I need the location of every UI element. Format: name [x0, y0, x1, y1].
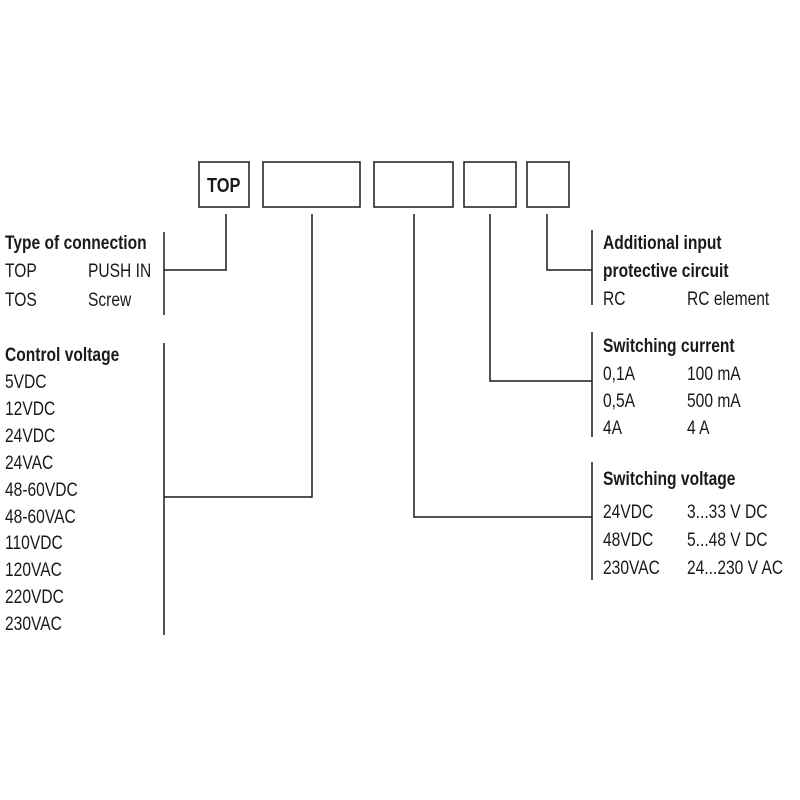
control-voltage-option: 120VAC [5, 560, 62, 582]
option-code: TOP [5, 261, 37, 282]
control-voltage-option: 5VDC [5, 372, 47, 393]
code-box-switching-voltage [373, 161, 454, 208]
connector-switching-voltage [413, 214, 592, 518]
code-box-switching-current [463, 161, 517, 208]
option-code: 24VDC [603, 502, 654, 523]
control-voltage-option: 24VDC [5, 425, 56, 447]
option-code: 0,5A [603, 391, 636, 412]
option-description: 4 A [687, 418, 710, 439]
switching-current-heading: Switching current [603, 336, 735, 357]
connector-protective-circuit [546, 214, 592, 271]
option-code: TOS [5, 290, 37, 311]
control-voltage-option: 24VAC [5, 452, 54, 474]
protective-circuit-heading: protective circuit [603, 261, 729, 282]
type-of-connection-heading: Type of connection [5, 233, 147, 254]
code-box-control-voltage [262, 161, 361, 208]
connector-connection [164, 214, 227, 271]
option-code: 4A [603, 418, 623, 439]
code-box-connection-label: TOP [207, 175, 241, 197]
additional-input-heading: Additional input [603, 233, 722, 254]
option-description: 500 mA [687, 391, 741, 412]
control-voltage-option: 48-60VDC [5, 479, 78, 501]
control-voltage-option: 230VAC [5, 614, 62, 636]
control-voltage-option: 110VDC [5, 533, 63, 555]
code-box-connection [198, 161, 250, 208]
connector-control-voltage [164, 214, 313, 498]
control-voltage-option: 48-60VAC [5, 506, 76, 528]
option-description: 24...230 V AC [687, 558, 784, 579]
option-code: 48VDC [603, 530, 654, 551]
option-description: 3...33 V DC [687, 502, 768, 523]
code-box-protective-circuit [526, 161, 570, 208]
option-description: 5...48 V DC [687, 530, 768, 551]
option-code: 230VAC [603, 558, 660, 579]
control-voltage-option: 12VDC [5, 398, 56, 420]
option-description: RC element [687, 289, 770, 310]
option-code: 0,1A [603, 364, 636, 385]
switching-voltage-heading: Switching voltage [603, 469, 736, 490]
option-code: RC [603, 289, 626, 310]
option-description: 100 mA [687, 364, 741, 385]
control-voltage-option: 220VDC [5, 587, 64, 609]
control-voltage-heading: Control voltage [5, 345, 120, 366]
option-description: Screw [88, 290, 132, 311]
option-description: PUSH IN [88, 261, 152, 282]
connector-switching-current [489, 214, 592, 382]
